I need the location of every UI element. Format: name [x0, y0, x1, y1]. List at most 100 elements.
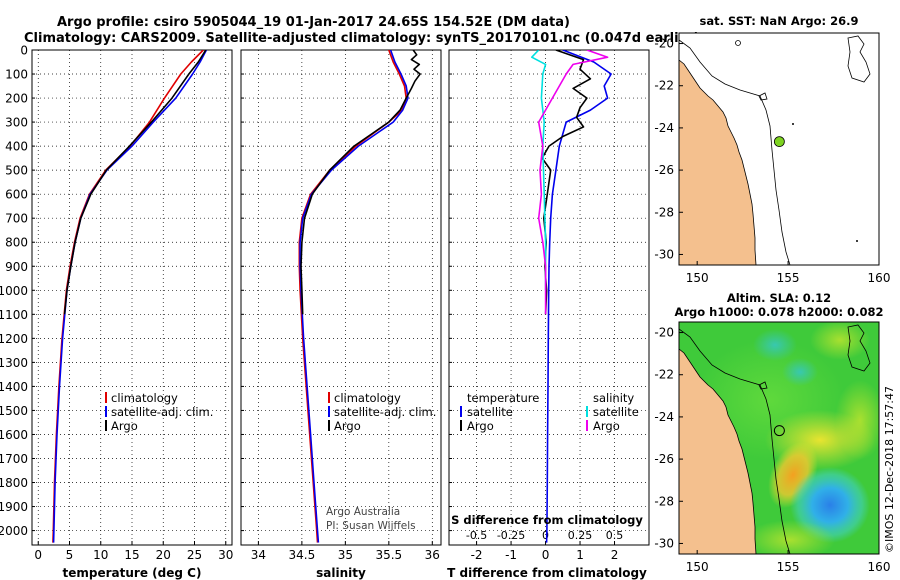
s-tick-label: -0.25: [497, 529, 525, 542]
x-tick-label: 1: [576, 548, 584, 562]
series-line-satellite-adj-clim-: [299, 50, 409, 543]
figure-title-line1: Argo profile: csiro 5905044_19 01-Jan-20…: [57, 15, 570, 30]
tick-layer: 0 5 10 15 20 25 30 34 34.5 35 35.5 36 -2 -1 0 1 2 -0.5 -0.…: [0, 44, 623, 563]
series-line-s-argo: [537, 50, 609, 315]
x-tick-label: 10: [93, 548, 108, 562]
s-difference-axis-label: S difference from climatology: [451, 513, 643, 527]
argo-float-marker: [773, 425, 785, 437]
depth-tick-label: 200: [5, 92, 28, 106]
x-tick-label: 15: [124, 548, 139, 562]
legend-label-argo: Argo: [334, 419, 361, 433]
legend-swatch-argo: [105, 420, 107, 431]
series-line-satellite-adj-clim-: [52, 50, 208, 543]
sst-map-axes: 150 155 160 -20 -22 -24 -26 -28 -30: [654, 37, 890, 285]
map-lat-label: -24: [654, 121, 674, 135]
imos-timestamp: ©IMOS 12-Dec-2018 17:57:47: [883, 386, 896, 553]
map-lon-label: 160: [868, 271, 891, 285]
map-lat-label: -30: [654, 247, 674, 261]
credit-line2: PI: Susan Wijffels: [326, 520, 416, 532]
map-lon-label: 150: [686, 271, 709, 285]
salinity-legend: climatology satellite-adj. clim. Argo: [328, 391, 436, 433]
legend-label-s-argo: Argo: [593, 419, 620, 433]
profile-lines: [52, 50, 612, 543]
legend-label-climatology: climatology: [334, 391, 401, 405]
legend-label-climatology: climatology: [111, 391, 178, 405]
s-tick-label: 0.25: [568, 529, 593, 542]
s-tick-label: 0: [542, 529, 549, 542]
depth-tick-label: 1700: [0, 452, 28, 466]
map-lat-label: -20: [654, 326, 674, 340]
legend-swatch-satellite: [328, 406, 330, 417]
legend-swatch-climatology: [105, 392, 107, 403]
s-tick-label: -0.5: [466, 529, 487, 542]
sst-map-island: [735, 40, 741, 46]
sst-map-coast-contour: [679, 39, 791, 265]
x-tick-label: 30: [218, 548, 233, 562]
depth-tick-label: 1900: [0, 500, 28, 514]
sst-map-island: [758, 92, 768, 101]
legend-swatch-climatology: [328, 392, 330, 403]
sst-map-reef-contour: [847, 35, 871, 83]
map-lat-label: -30: [654, 536, 674, 550]
map-lon-label: 150: [686, 560, 709, 574]
x-tick-label: 5: [66, 548, 74, 562]
sla-field-blob: [753, 329, 797, 361]
legend-title-salinity: salinity: [593, 391, 634, 405]
sst-map-reef-dot: [792, 123, 794, 125]
map-lat-label: -28: [654, 494, 674, 508]
map-lon-label: 155: [777, 271, 800, 285]
sla-field-blob: [810, 322, 870, 360]
map-lat-label: -22: [654, 368, 674, 382]
legend-label-t-argo: Argo: [467, 419, 494, 433]
series-line-argo: [300, 50, 421, 315]
difference-legend: temperature satellite Argo salinity sate…: [460, 391, 639, 433]
series-group-difference: [530, 50, 612, 543]
map-lat-label: -22: [654, 79, 674, 93]
series-line-argo: [63, 50, 207, 315]
depth-tick-label: 400: [5, 140, 28, 154]
legend-label-argo: Argo: [111, 419, 138, 433]
x-tick-label: 35.5: [375, 548, 402, 562]
credit-line1: Argo Australia: [326, 506, 400, 518]
sla-map-land: [679, 348, 757, 554]
depth-tick-label: 1800: [0, 476, 28, 490]
sst-map-frame: [678, 32, 880, 266]
sst-map-reef-dot: [856, 240, 858, 242]
x-tick-label: 20: [156, 548, 171, 562]
x-tick-label: 35: [338, 548, 353, 562]
sla-map-title-line2: Argo h1000: 0.078 h2000: 0.082: [674, 305, 883, 319]
x-tick-label: -1: [505, 548, 517, 562]
map-lat-label: -26: [654, 163, 674, 177]
legend-swatch-satellite: [105, 406, 107, 417]
sst-map-area: [679, 33, 879, 265]
map-lat-label: -24: [654, 410, 674, 424]
salinity-plot-frame: [240, 49, 442, 546]
legend-label-t-satellite: satellite: [467, 405, 513, 419]
sla-map-coast-contour: [679, 328, 791, 554]
depth-tick-label: 1300: [0, 356, 28, 370]
legend-title-temperature: temperature: [467, 391, 539, 405]
x-tick-label: -2: [471, 548, 483, 562]
depth-tick-label: 500: [5, 164, 28, 178]
sla-map-axes: 150 155 160 -20 -22 -24 -26 -28 -30: [654, 326, 890, 574]
x-tick-label: 25: [187, 548, 202, 562]
x-tick-label: 34: [251, 548, 266, 562]
depth-tick-label: 1200: [0, 332, 28, 346]
legend-label-satellite: satellite-adj. clim.: [334, 405, 436, 419]
depth-tick-label: 600: [5, 188, 28, 202]
depth-tick-label: 800: [5, 236, 28, 250]
depth-tick-label: 100: [5, 68, 28, 82]
s-tick-label: 0.5: [606, 529, 624, 542]
figure-title-line2: Climatology: CARS2009. Satellite-adjuste…: [24, 31, 700, 46]
sst-map-title: sat. SST: NaN Argo: 26.9: [699, 14, 858, 28]
depth-tick-label: 1100: [0, 308, 28, 322]
series-group-temperature: [52, 50, 208, 543]
t-difference-axis-label: T difference from climatology: [447, 566, 647, 580]
depth-tick-label: 1000: [0, 284, 28, 298]
grid-layer: [32, 49, 649, 545]
x-tick-label: 0: [542, 548, 550, 562]
sst-map-land: [679, 59, 757, 265]
sla-field-blob: [745, 520, 835, 554]
legend-swatch-s-satellite: [586, 406, 588, 417]
argo-float-marker: [773, 136, 785, 148]
